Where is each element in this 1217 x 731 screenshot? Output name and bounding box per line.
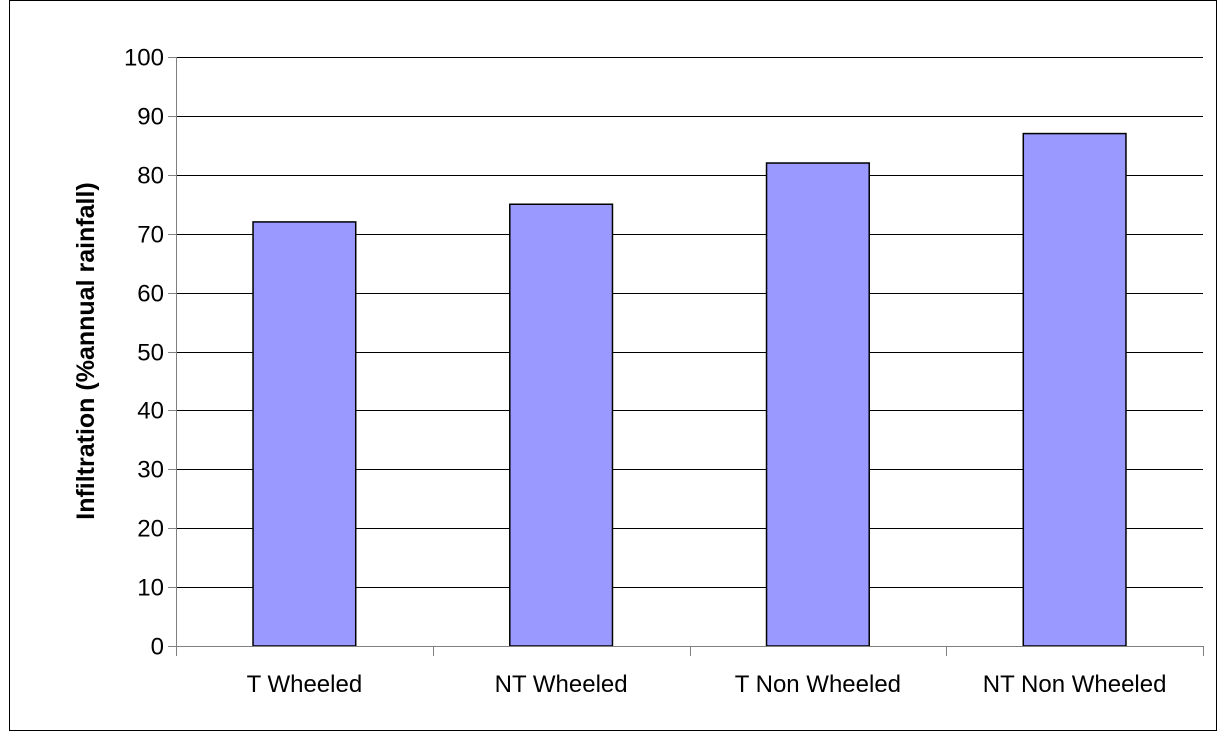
y-tick-label: 60 [137,281,164,308]
x-tick-label: NT Non Wheeled [983,671,1167,698]
y-tick-label: 40 [137,398,164,425]
y-tick-label: 90 [137,104,164,131]
x-tick-label: T Non Wheeled [735,671,901,698]
tick-labels: 0 10 20 30 40 50 60 70 80 90 100 T Wheeled NT Wheele… [124,45,1167,699]
y-tick-label: 80 [137,163,164,190]
x-tick-label: NT Wheeled [495,671,628,698]
y-tick-label: 70 [137,222,164,249]
y-tick-label: 20 [137,516,164,543]
y-axis-title: Infiltration (%annual rainfall) [72,182,100,520]
bar [1022,132,1127,647]
y-tick-label: 50 [137,340,164,367]
bar [509,203,614,647]
y-tick-label: 10 [137,575,164,602]
x-tick-label: T Wheeled [247,671,363,698]
axes [168,57,1204,656]
bar [765,162,870,647]
y-tick-label: 0 [151,634,164,661]
y-tick-label: 30 [137,457,164,484]
y-tick-label: 100 [124,45,164,72]
bar [252,221,357,647]
